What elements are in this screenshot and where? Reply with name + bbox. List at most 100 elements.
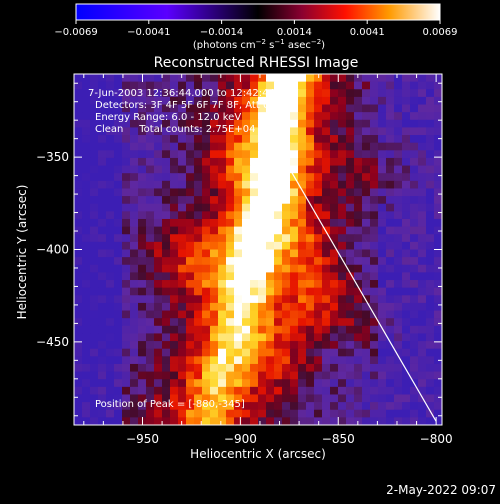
- heatmap-cell: [378, 211, 387, 220]
- heatmap-cell: [202, 287, 211, 296]
- heatmap-cell: [90, 112, 99, 121]
- heatmap-cell: [386, 257, 395, 266]
- heatmap-cell: [394, 89, 403, 98]
- heatmap-cell: [314, 196, 323, 205]
- heatmap-cell: [402, 257, 411, 266]
- heatmap-cell: [186, 249, 195, 258]
- heatmap-cell: [314, 135, 323, 144]
- heatmap-cell: [218, 356, 227, 365]
- heatmap-cell: [234, 81, 243, 90]
- heatmap-cell: [210, 150, 219, 159]
- heatmap-cell: [274, 196, 283, 205]
- heatmap-cell: [82, 348, 91, 357]
- heatmap-cell: [106, 173, 115, 182]
- heatmap-cell: [146, 302, 155, 312]
- heatmap-cell: [426, 348, 435, 357]
- heatmap-cell: [370, 295, 379, 304]
- heatmap-cell: [378, 417, 387, 425]
- heatmap-cell: [82, 203, 91, 212]
- heatmap-cell: [138, 409, 147, 418]
- heatmap-cell: [354, 127, 363, 136]
- heatmap-cell: [370, 280, 379, 289]
- heatmap-cell: [274, 318, 283, 327]
- heatmap-cell: [82, 386, 91, 396]
- heatmap-cell: [114, 417, 123, 425]
- heatmap-cell: [258, 234, 267, 243]
- heatmap-cell: [402, 409, 411, 418]
- heatmap-cell: [338, 264, 347, 273]
- heatmap-cell: [370, 249, 379, 258]
- heatmap-cell: [394, 142, 403, 151]
- heatmap-cell: [186, 348, 195, 357]
- heatmap-cell: [266, 287, 275, 296]
- heatmap-cell: [434, 173, 442, 182]
- heatmap-cell: [114, 333, 123, 342]
- plot-date: 2-May-2022 09:07: [386, 483, 496, 497]
- heatmap-cell: [186, 81, 195, 90]
- heatmap-cell: [346, 112, 355, 121]
- heatmap-cell: [154, 234, 163, 243]
- heatmap-cell: [290, 394, 299, 403]
- heatmap-cell: [306, 417, 315, 425]
- heatmap-cell: [418, 363, 427, 373]
- heatmap-cell: [234, 74, 243, 83]
- heatmap-cell: [266, 234, 275, 243]
- heatmap-cell: [202, 112, 211, 121]
- heatmap-cell: [394, 409, 403, 418]
- heatmap-cell: [322, 173, 331, 182]
- heatmap-cell: [298, 272, 307, 281]
- heatmap-cell: [290, 417, 299, 425]
- heatmap-cell: [202, 241, 211, 251]
- heatmap-cell: [266, 386, 275, 396]
- heatmap-cell: [394, 264, 403, 273]
- heatmap-cell: [274, 333, 283, 342]
- heatmap-cell: [74, 218, 83, 228]
- heatmap-cell: [354, 264, 363, 273]
- heatmap-cell: [282, 135, 291, 144]
- heatmap-cell: [354, 363, 363, 373]
- heatmap-cell: [298, 89, 307, 98]
- heatmap-cell: [202, 150, 211, 159]
- heatmap-cell: [346, 157, 355, 167]
- heatmap-cell: [234, 104, 243, 113]
- heatmap-cell: [162, 119, 171, 129]
- heatmap-cell: [98, 318, 107, 327]
- heatmap-cell: [242, 165, 251, 174]
- heatmap-cell: [154, 157, 163, 167]
- heatmap-cell: [234, 325, 243, 335]
- heatmap-cell: [234, 173, 243, 182]
- heatmap-cell: [418, 348, 427, 357]
- heatmap-cell: [186, 112, 195, 121]
- heatmap-cell: [410, 257, 419, 266]
- heatmap-cell: [306, 157, 315, 167]
- heatmap-cell: [178, 348, 187, 357]
- heatmap-cell: [226, 96, 235, 106]
- heatmap-cell: [274, 157, 283, 167]
- heatmap-cell: [386, 142, 395, 151]
- heatmap-cell: [362, 257, 371, 266]
- heatmap-cell: [250, 241, 259, 251]
- heatmap-cell: [386, 241, 395, 251]
- heatmap-cell: [122, 119, 131, 129]
- heatmap-cell: [274, 409, 283, 418]
- heatmap-cell: [234, 89, 243, 98]
- heatmap-cell: [250, 280, 259, 289]
- heatmap-cell: [186, 402, 195, 411]
- heatmap-cell: [202, 104, 211, 113]
- heatmap-cell: [106, 234, 115, 243]
- heatmap-cell: [106, 218, 115, 228]
- heatmap-cell: [74, 173, 83, 182]
- heatmap-cell: [122, 318, 131, 327]
- heatmap-cell: [330, 333, 339, 342]
- heatmap-cell: [314, 180, 323, 190]
- heatmap-cell: [298, 310, 307, 319]
- heatmap-cell: [282, 325, 291, 335]
- heatmap-cell: [266, 119, 275, 129]
- heatmap-cell: [242, 348, 251, 357]
- heatmap-cell: [394, 104, 403, 113]
- heatmap-cell: [434, 379, 442, 388]
- heatmap-cell: [378, 173, 387, 182]
- heatmap-cell: [178, 89, 187, 98]
- heatmap-cell: [242, 150, 251, 159]
- heatmap-cell: [298, 386, 307, 396]
